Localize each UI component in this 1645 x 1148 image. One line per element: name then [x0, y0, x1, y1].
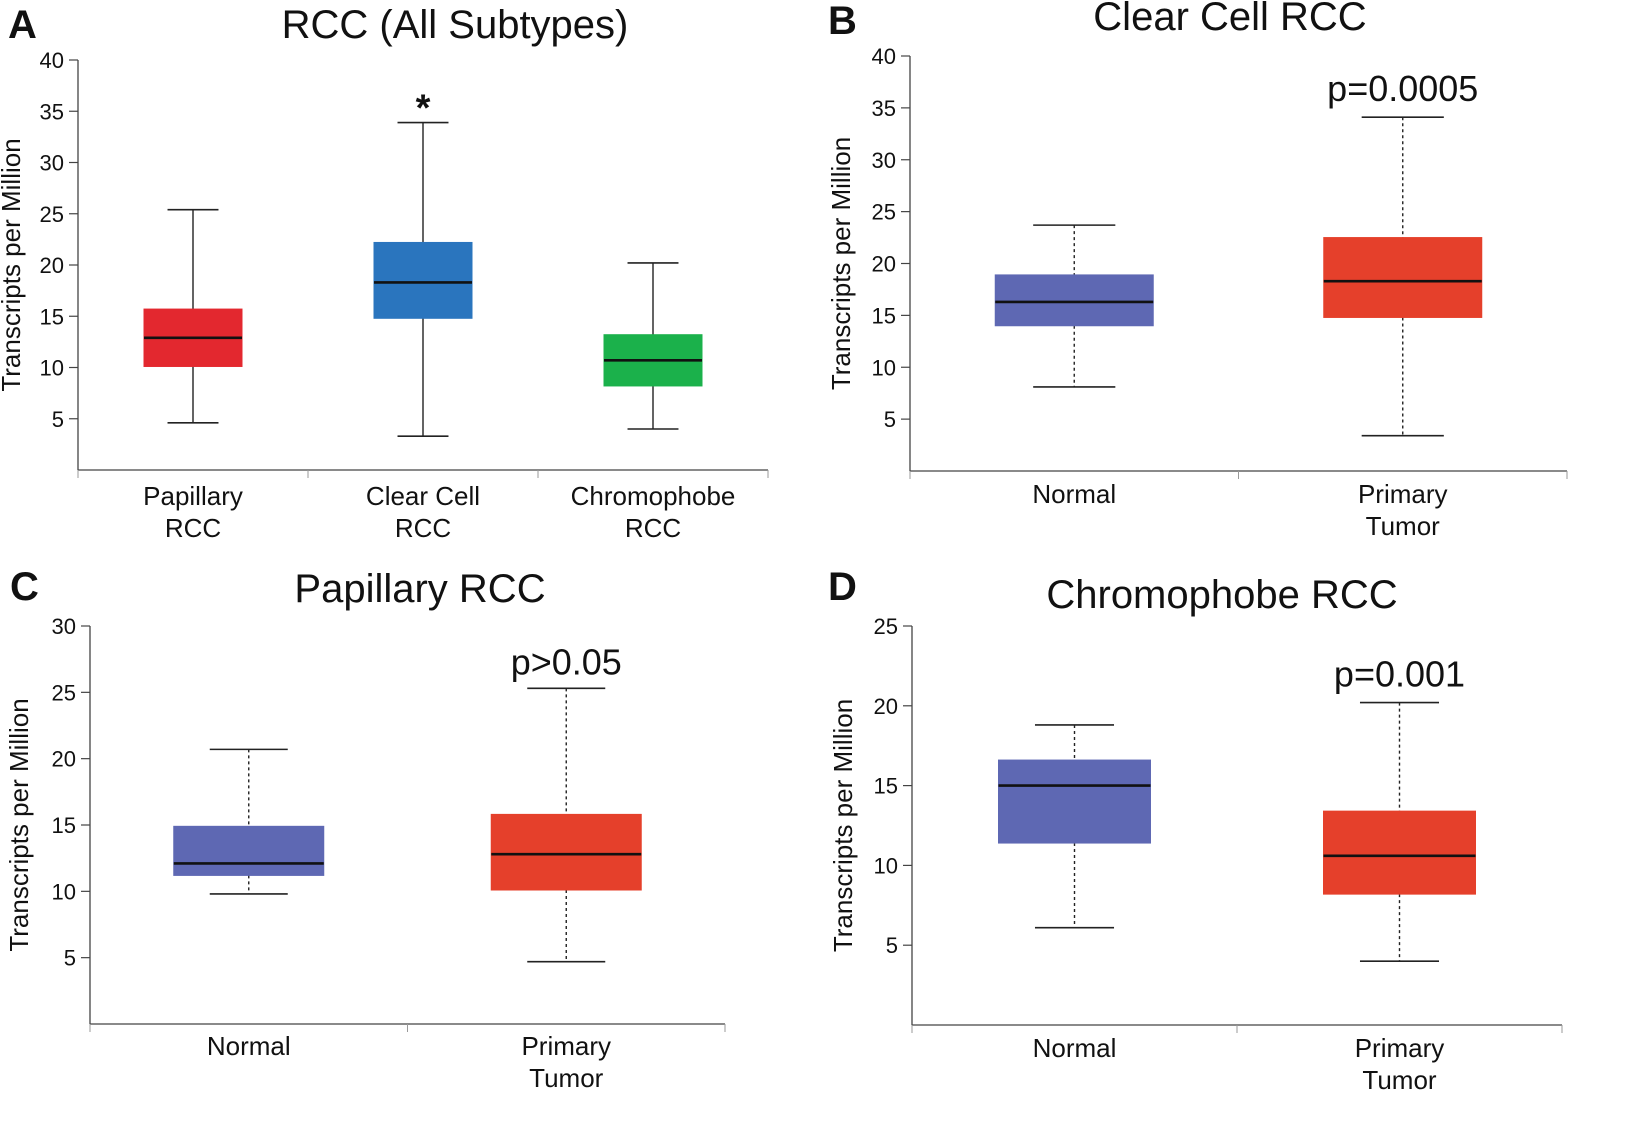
category-label-d: Tumor [1362, 1065, 1436, 1095]
panel-a: A RCC (All Subtypes) 5 10 15 20 25 30 35 40 Tran… [0, 0, 822, 560]
y-tick-label-c: 5 [64, 946, 76, 971]
chart-title-b: Clear Cell RCC [1093, 0, 1366, 39]
category-label-d: Primary [1355, 1033, 1445, 1063]
chart-d: D Chromophobe RCC 5 10 15 20 25 Transcripts p… [828, 565, 1563, 1095]
y-tick-label-d: 15 [874, 774, 898, 799]
y-tick-label-c: 20 [52, 747, 76, 772]
panel-letter-a: A [8, 3, 37, 47]
y-tick-label-a: 20 [40, 253, 64, 278]
category-label-d: Normal [1033, 1033, 1117, 1063]
category-label-a: Clear Cell [366, 481, 480, 511]
box-c-1 [490, 813, 642, 891]
y-tick-label-a: 5 [52, 407, 64, 432]
y-tick-label-d: 10 [874, 853, 898, 878]
y-tick-label-c: 10 [52, 879, 76, 904]
box-b-0 [994, 274, 1154, 327]
y-tick-label-b: 15 [872, 303, 896, 328]
y-tick-label-d: 5 [886, 933, 898, 958]
y-axis-label-a: Transcripts per Million [0, 138, 26, 391]
y-tick-label-a: 35 [40, 99, 64, 124]
y-tick-label-a: 15 [40, 304, 64, 329]
panel-letter-b: B [828, 0, 857, 43]
category-label-c: Tumor [529, 1063, 603, 1093]
panel-letter-c: C [10, 565, 39, 609]
category-label-b: Tumor [1366, 511, 1440, 541]
y-tick-label-b: 30 [872, 148, 896, 173]
category-label-a: RCC [395, 513, 451, 543]
category-label-a: RCC [625, 513, 681, 543]
box-a-1 [373, 241, 473, 319]
y-tick-label-b: 40 [872, 44, 896, 69]
chart-b: B Clear Cell RCC 5 10 15 20 25 30 35 40 Transcri… [826, 0, 1568, 541]
panel-c: C Papillary RCC 5 10 15 20 25 30 Transcripts p… [0, 560, 822, 1143]
plot-area-a: 5 10 15 20 25 30 35 40 Transcripts per Million Pa… [0, 48, 769, 543]
category-label-a: RCC [165, 513, 221, 543]
significance-annotation-d: p=0.001 [1334, 654, 1465, 695]
y-tick-label-d: 25 [874, 614, 898, 639]
y-tick-label-b: 10 [872, 355, 896, 380]
y-tick-label-c: 25 [52, 680, 76, 705]
y-tick-label-a: 25 [40, 202, 64, 227]
y-tick-label-d: 20 [874, 694, 898, 719]
plot-area-c: 5 10 15 20 25 30 Transcripts per Million Normal… [4, 614, 726, 1093]
category-label-c: Primary [521, 1031, 611, 1061]
y-axis-label-d: Transcripts per Million [828, 699, 858, 952]
y-tick-label-c: 30 [52, 614, 76, 639]
significance-annotation-c: p>0.05 [511, 641, 622, 682]
category-label-a: Papillary [143, 481, 243, 511]
box-d-0 [998, 759, 1151, 844]
plot-area-d: 5 10 15 20 25 Transcripts per Million Normal Pr… [828, 614, 1563, 1095]
panel-b: B Clear Cell RCC 5 10 15 20 25 30 35 40 Transcri… [822, 0, 1645, 560]
chart-title-d: Chromophobe RCC [1046, 573, 1397, 617]
plot-area-b: 5 10 15 20 25 30 35 40 Transcripts per Million No… [826, 44, 1568, 541]
y-tick-label-b: 20 [872, 252, 896, 277]
category-label-b: Primary [1358, 479, 1448, 509]
significance-annotation-b: p=0.0005 [1327, 68, 1478, 109]
box-c-0 [173, 825, 325, 876]
significance-annotation-a: * [416, 88, 431, 130]
category-label-c: Normal [207, 1031, 291, 1061]
chart-title-a: RCC (All Subtypes) [282, 3, 629, 47]
y-tick-label-a: 40 [40, 48, 64, 73]
box-d-1 [1323, 810, 1476, 895]
y-tick-label-a: 10 [40, 356, 64, 381]
chart-title-c: Papillary RCC [294, 567, 545, 611]
y-tick-label-b: 25 [872, 200, 896, 225]
y-tick-label-b: 35 [872, 96, 896, 121]
y-tick-label-c: 15 [52, 813, 76, 838]
chart-a: A RCC (All Subtypes) 5 10 15 20 25 30 35 40 Tran… [0, 3, 769, 543]
y-tick-label-b: 5 [884, 407, 896, 432]
box-b-1 [1323, 237, 1483, 318]
category-label-b: Normal [1032, 479, 1116, 509]
panel-letter-d: D [828, 565, 857, 609]
y-axis-label-c: Transcripts per Million [4, 698, 34, 951]
category-label-a: Chromophobe [571, 481, 736, 511]
panel-d: D Chromophobe RCC 5 10 15 20 25 Transcripts p… [822, 560, 1645, 1143]
chart-c: C Papillary RCC 5 10 15 20 25 30 Transcripts p… [4, 565, 726, 1093]
y-axis-label-b: Transcripts per Million [826, 137, 856, 390]
y-tick-label-a: 30 [40, 151, 64, 176]
